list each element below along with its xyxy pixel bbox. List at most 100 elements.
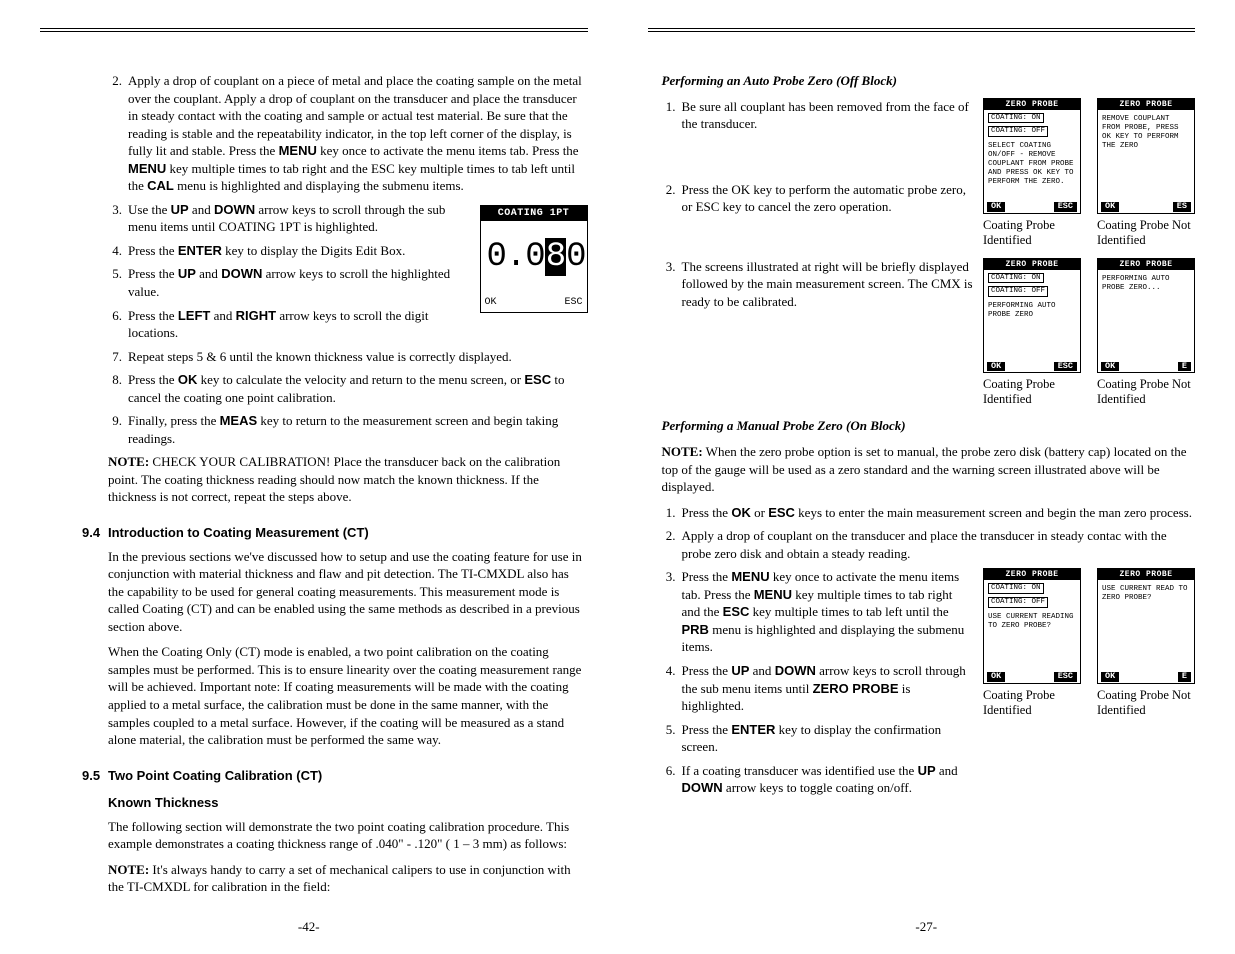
sec94-p1: In the previous sections we've discussed…: [108, 548, 584, 636]
esc-button: E: [1178, 362, 1191, 372]
page-spread: 2.Apply a drop of couplant on a piece of…: [0, 0, 1235, 954]
step-number: 6.: [108, 307, 128, 342]
device-title: COATING 1PT: [481, 206, 587, 222]
step-number: 4.: [662, 662, 682, 715]
manual-zero-steps-3: 3.Press the MENU key once to activate th…: [662, 568, 974, 797]
esc-label: ESC: [564, 296, 582, 310]
auto-zero-steps-2: 3.The screens illustrated at right will …: [662, 258, 974, 311]
step-text: Press the MENU key once to activate the …: [682, 568, 974, 656]
list-item: 5.Press the UP and DOWN arrow keys to sc…: [108, 265, 470, 300]
step-text: Press the OK or ESC keys to enter the ma…: [682, 504, 1196, 522]
device-coating-1pt: COATING 1PT 0.080 OK ESC: [480, 205, 588, 313]
ok-button: OK: [1101, 362, 1119, 372]
sec94-p2: When the Coating Only (CT) mode is enabl…: [108, 643, 584, 748]
step-text: Press the UP and DOWN arrow keys to scro…: [682, 662, 974, 715]
step-number: 3.: [108, 201, 128, 236]
page-left: 2.Apply a drop of couplant on a piece of…: [0, 0, 618, 954]
step-text: Apply a drop of couplant on a piece of m…: [128, 72, 588, 195]
step-number: 4.: [108, 242, 128, 260]
device-title: ZERO PROBE: [984, 259, 1080, 270]
page-number: -42-: [0, 918, 618, 936]
coating-on-chip: COATING: ON: [988, 113, 1044, 124]
step-number: 2.: [108, 72, 128, 195]
auto-zero-heading: Performing an Auto Probe Zero (Off Block…: [662, 72, 1196, 90]
list-item: 2.Apply a drop of couplant on the transd…: [662, 527, 1196, 562]
step-text: Press the UP and DOWN arrow keys to scro…: [128, 265, 470, 300]
list-item: 5.Press the ENTER key to display the con…: [662, 721, 974, 756]
list-item: 3.Use the UP and DOWN arrow keys to scro…: [108, 201, 470, 236]
ok-button: OK: [987, 362, 1005, 372]
device-value: 0.080: [481, 221, 587, 295]
esc-button: ESC: [1054, 202, 1077, 212]
step-text: Press the ENTER key to display the confi…: [682, 721, 974, 756]
list-item: 2.Apply a drop of couplant on a piece of…: [108, 72, 588, 195]
coating-off-chip: COATING: OFF: [988, 126, 1048, 137]
device-performing-zero-identified: ZERO PROBECOATING: ONCOATING: OFFPERFORM…: [983, 258, 1081, 408]
device-body-text: SELECT COATING ON/OFF - REMOVE COUPLANT …: [988, 142, 1076, 187]
header-rule: [648, 28, 1196, 32]
list-item: 6.If a coating transducer was identified…: [662, 762, 974, 797]
step-number: 5.: [108, 265, 128, 300]
device-title: ZERO PROBE: [1098, 259, 1194, 270]
step-text: Apply a drop of couplant on the transduc…: [682, 527, 1196, 562]
known-thickness-heading: Known Thickness: [108, 794, 584, 812]
page-right: Performing an Auto Probe Zero (Off Block…: [618, 0, 1235, 954]
device-title: ZERO PROBE: [1098, 569, 1194, 580]
device-zero-probe-identified: ZERO PROBECOATING: ONCOATING: OFFSELECT …: [983, 98, 1081, 248]
coating-off-chip: COATING: OFF: [988, 597, 1048, 608]
manual-zero-note: NOTE: When the zero probe option is set …: [662, 443, 1196, 496]
list-item: 9.Finally, press the MEAS key to return …: [108, 412, 588, 447]
device-body-text: REMOVE COUPLANT FROM PROBE, PRESS OK KEY…: [1102, 115, 1190, 151]
device-title: ZERO PROBE: [984, 569, 1080, 580]
list-item: 7.Repeat steps 5 & 6 until the known thi…: [108, 348, 588, 366]
step-number: 5.: [662, 721, 682, 756]
list-item: 4.Press the ENTER key to display the Dig…: [108, 242, 470, 260]
step-number: 9.: [108, 412, 128, 447]
manual-zero-steps-full: 1.Press the OK or ESC keys to enter the …: [662, 504, 1196, 563]
sec95-p2: NOTE: It's always handy to carry a set o…: [108, 861, 584, 896]
device-title: ZERO PROBE: [1098, 99, 1194, 110]
device-caption: Coating Probe Identified: [983, 688, 1081, 718]
list-item: 6.Press the LEFT and RIGHT arrow keys to…: [108, 307, 470, 342]
ok-button: OK: [987, 672, 1005, 682]
step-text: Use the UP and DOWN arrow keys to scroll…: [128, 201, 470, 236]
steps-group-a: 2.Apply a drop of couplant on a piece of…: [108, 72, 588, 195]
step-number: 1.: [662, 504, 682, 522]
step-number: 7.: [108, 348, 128, 366]
step-text: Finally, press the MEAS key to return to…: [128, 412, 588, 447]
esc-button: E: [1178, 672, 1191, 682]
coating-on-chip: COATING: ON: [988, 273, 1044, 284]
device-body-text: USE CURRENT READ TO ZERO PROBE?: [1102, 585, 1190, 603]
steps-group-c: 8.Press the OK key to calculate the velo…: [108, 371, 588, 447]
step-number: 3.: [662, 568, 682, 656]
header-rule: [40, 28, 588, 32]
ok-button: OK: [1101, 672, 1119, 682]
ok-button: OK: [1101, 202, 1119, 212]
device-body-text: USE CURRENT READING TO ZERO PROBE?: [988, 613, 1076, 631]
calibration-note: NOTE: CHECK YOUR CALIBRATION! Place the …: [108, 453, 588, 506]
device-zero-probe-not-identified: ZERO PROBE REMOVE COUPLANT FROM PROBE, PR…: [1097, 98, 1195, 248]
device-confirm-identified: ZERO PROBE COATING: ON COATING: OFF USE CUR…: [983, 568, 1081, 718]
esc-button: ESC: [1054, 672, 1077, 682]
step-text: Repeat steps 5 & 6 until the known thick…: [128, 348, 588, 366]
section-9-4: 9.4 Introduction to Coating Measurement …: [40, 524, 588, 542]
section-9-5: 9.5 Two Point Coating Calibration (CT): [40, 767, 588, 785]
step-text: Press the LEFT and RIGHT arrow keys to s…: [128, 307, 470, 342]
step-text: Press the ENTER key to display the Digit…: [128, 242, 470, 260]
esc-button: ESC: [1054, 362, 1077, 372]
device-caption: Coating Probe Not Identified: [1097, 218, 1195, 248]
list-item: 8.Press the OK key to calculate the velo…: [108, 371, 588, 406]
device-body-text: PERFORMING AUTO PROBE ZERO...: [1102, 275, 1190, 293]
coating-on-chip: COATING: ON: [988, 583, 1044, 594]
device-caption: Coating Probe Not Identified: [1097, 377, 1195, 407]
list-item: 1.Be sure all couplant has been removed …: [662, 98, 974, 133]
sec95-p1: The following section will demonstrate t…: [108, 818, 584, 853]
page-number: -27-: [618, 918, 1235, 936]
step-number: 6.: [662, 762, 682, 797]
list-item: 4.Press the UP and DOWN arrow keys to sc…: [662, 662, 974, 715]
device-confirm-not-identified: ZERO PROBE USE CURRENT READ TO ZERO PROBE…: [1097, 568, 1195, 718]
esc-button: ES: [1173, 202, 1191, 212]
step-text: If a coating transducer was identified u…: [682, 762, 974, 797]
device-body-text: PERFORMING AUTO PROBE ZERO: [988, 302, 1076, 320]
device-performing-zero-not-identified: ZERO PROBE PERFORMING AUTO PROBE ZERO... O…: [1097, 258, 1195, 408]
